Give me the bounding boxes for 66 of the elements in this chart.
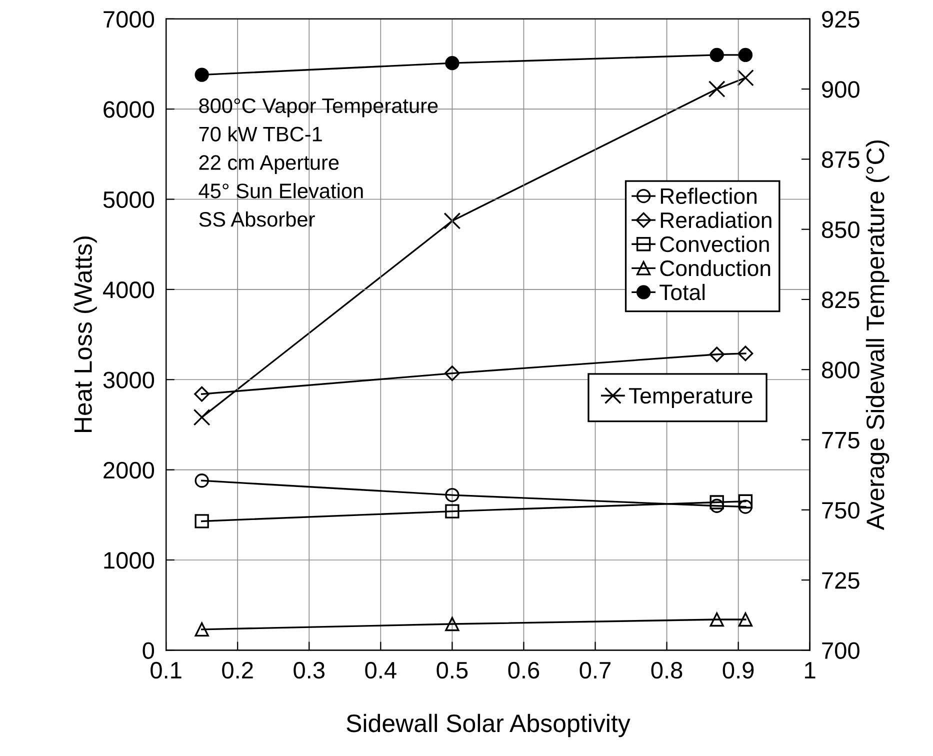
point [445,56,460,70]
annotation: 45° Sun Elevation [198,183,363,198]
point [193,408,210,426]
y-axis-title: Heat Loss (Watts) [74,236,97,432]
y-tick-label: 0 [142,642,154,659]
legend-label: Convection [660,236,769,252]
x-tick-label: 0.3 [294,662,325,679]
x-tick-label: 0.5 [436,662,468,679]
y2-tick-label: 875 [822,151,860,168]
y2-tick-label: 925 [822,10,860,28]
annotation: SS Absorber [199,211,315,227]
annotation: 70 kW TBC-1 [199,126,322,142]
x-tick-label: 0.6 [508,662,540,679]
y-tick-label: 7000 [104,10,154,28]
y-tick-label: 6000 [104,101,154,118]
point [738,494,753,508]
point [710,612,724,627]
point [710,48,724,62]
point [710,495,724,510]
y-tick-label: 3000 [103,372,154,388]
annotation: 800°C Vapor Temperature [199,98,438,118]
x-tick-label: 0.8 [651,662,682,679]
y2-axis-title: Average Sidewall Temperature (°C) [866,140,890,530]
legend-label: Conduction [660,260,770,276]
point [709,346,725,362]
legend-label: Temperature [628,388,752,408]
legend-label: Total [660,284,705,300]
y2-tick-label: 725 [822,572,860,589]
y2-tick-label: 775 [822,432,860,449]
y2-tick-label: 750 [822,502,860,519]
point [194,474,209,488]
x-tick-label: 0.4 [365,662,396,679]
x-tick-label: 0.2 [222,662,253,679]
x-tick-label: 1 [805,662,816,678]
point [708,80,726,98]
y2-tick-label: 900 [822,81,860,98]
annotation: 22 cm Aperture [199,155,339,174]
y2-tick-label: 700 [822,642,860,659]
y2-tick-label: 825 [822,292,860,308]
x-tick-label: 0.7 [580,662,610,679]
point [194,514,209,528]
point [738,612,753,627]
x-axis-title: Sidewall Solar Absoptivity [346,714,630,738]
point [194,386,210,402]
y2-tick-label: 850 [822,221,860,238]
point [738,500,753,514]
point [736,69,754,86]
point [194,622,209,637]
point [444,212,461,230]
y-tick-label: 4000 [102,282,154,298]
point [710,498,724,513]
x-tick-label: 0.9 [722,662,754,679]
point [444,366,460,382]
point [194,68,209,82]
point [445,504,460,518]
y2-tick-label: 800 [822,362,860,378]
y-tick-label: 1000 [104,552,154,569]
point [738,346,754,362]
point [445,616,460,632]
y-tick-label: 2000 [104,462,154,479]
legend-label: Reradiation [660,212,772,228]
legend-label: Reflection [660,188,756,204]
point [738,48,753,62]
point [445,488,460,502]
x-tick-label: 0.1 [150,662,182,679]
y-tick-label: 5000 [103,191,154,208]
